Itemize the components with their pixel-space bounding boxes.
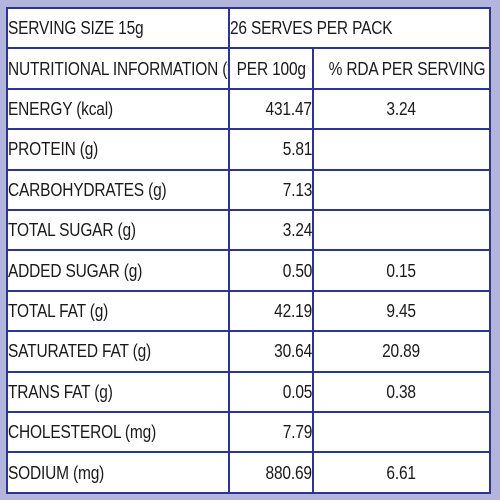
rda-value-cell: 3.24 (311, 87, 492, 131)
nutrition-facts-table: SERVING SIZE 15g 26 SERVES PER PACK NUTR… (6, 6, 492, 494)
per100g-value-text: 3.24 (282, 220, 312, 241)
table-row: TRANS FAT (g) 0.05 0.38 (6, 370, 492, 414)
nutrient-name-cell: CHOLESTEROL (mg) (6, 411, 230, 454)
per100g-value-text: 431.47 (265, 99, 312, 120)
nutrient-name-text: SATURATED FAT (g) (8, 341, 152, 362)
per100g-value-cell: 431.47 (228, 87, 314, 131)
rda-header-text: % RDA PER SERVING (#) (328, 58, 491, 79)
nutrient-rows: ENERGY (kcal) 431.47 3.24 PROTEIN (g) 5.81 CA… (6, 87, 492, 494)
rda-value-cell: 0.15 (311, 249, 492, 292)
rda-value-text: 6.61 (386, 462, 417, 483)
nutrient-name-cell: PROTEIN (g) (6, 128, 230, 171)
rda-column-header: % RDA PER SERVING (#) (311, 47, 492, 90)
serving-size-text: SERVING SIZE 15g (8, 18, 144, 39)
per100g-value-text: 880.69 (265, 462, 312, 483)
table-row: CARBOHYDRATES (g) 7.13 (6, 168, 492, 212)
nutrient-name-text: CARBOHYDRATES (g) (8, 179, 167, 200)
table-row: ENERGY (kcal) 431.47 3.24 (6, 87, 492, 131)
table-row: ADDED SUGAR (g) 0.50 0.15 (6, 249, 492, 292)
rda-value-cell (311, 168, 492, 212)
rda-value-cell (311, 209, 492, 252)
per100g-value-text: 7.13 (282, 179, 312, 200)
per100g-value-text: 0.50 (282, 260, 312, 281)
per100g-value-cell: 7.13 (228, 168, 314, 212)
per100g-value-text: 5.81 (282, 139, 312, 160)
per100g-value-text: 0.05 (282, 381, 312, 402)
rda-value-cell: 0.38 (311, 370, 492, 414)
serving-row: SERVING SIZE 15g 26 SERVES PER PACK (6, 6, 492, 50)
nutrient-name-cell: ADDED SUGAR (g) (6, 249, 230, 292)
rda-value-cell (311, 128, 492, 171)
table-row: SODIUM (mg) 880.69 6.61 (6, 451, 492, 494)
rda-value-text: 20.89 (382, 341, 421, 362)
nutrient-name-cell: TOTAL FAT (g) (6, 289, 230, 333)
nutrient-name-text: PROTEIN (g) (8, 139, 99, 160)
nutrient-name-text: CHOLESTEROL (mg) (8, 422, 157, 443)
rda-value-text: 0.15 (386, 260, 417, 281)
per100g-value-cell: 7.79 (228, 411, 314, 454)
rda-value-cell: 9.45 (311, 289, 492, 333)
nutrient-name-cell: SODIUM (mg) (6, 451, 230, 494)
per100g-value-cell: 3.24 (228, 209, 314, 252)
nutrient-name-cell: ENERGY (kcal) (6, 87, 230, 131)
per100g-value-cell: 42.19 (228, 289, 314, 333)
nutrient-header-text: NUTRITIONAL INFORMATION (*) (8, 58, 229, 79)
rda-value-cell: 20.89 (311, 330, 492, 373)
table-row: CHOLESTEROL (mg) 7.79 (6, 411, 492, 454)
nutrient-column-header: NUTRITIONAL INFORMATION (*) (6, 47, 230, 90)
serves-per-pack-text: 26 SERVES PER PACK (230, 18, 393, 39)
nutrient-name-text: TOTAL FAT (g) (8, 301, 109, 322)
rda-value-text: 9.45 (386, 301, 417, 322)
per100g-value-cell: 880.69 (228, 451, 314, 494)
table-row: TOTAL SUGAR (g) 3.24 (6, 209, 492, 252)
nutrient-name-text: TOTAL SUGAR (g) (8, 220, 136, 241)
nutrient-name-cell: CARBOHYDRATES (g) (6, 168, 230, 212)
per100g-value-cell: 5.81 (228, 128, 314, 171)
rda-value-cell (311, 411, 492, 454)
per100g-column-header: PER 100g (228, 47, 314, 90)
column-header-row: NUTRITIONAL INFORMATION (*) PER 100g % R… (6, 47, 492, 90)
per100g-value-cell: 0.50 (228, 249, 314, 292)
nutrient-name-cell: TOTAL SUGAR (g) (6, 209, 230, 252)
per100g-value-cell: 30.64 (228, 330, 314, 373)
serves-per-pack-cell: 26 SERVES PER PACK (227, 6, 492, 50)
nutrient-name-text: ADDED SUGAR (g) (8, 260, 143, 281)
nutrient-name-text: ENERGY (kcal) (8, 99, 114, 120)
nutrient-name-text: TRANS FAT (g) (8, 381, 113, 402)
table-row: PROTEIN (g) 5.81 (6, 128, 492, 171)
per100g-header-text: PER 100g (236, 58, 306, 79)
serving-size-cell: SERVING SIZE 15g (6, 6, 230, 50)
nutrient-name-text: SODIUM (mg) (8, 462, 105, 483)
per100g-value-text: 42.19 (274, 301, 312, 322)
table-row: TOTAL FAT (g) 42.19 9.45 (6, 289, 492, 333)
rda-value-text: 0.38 (386, 381, 417, 402)
rda-value-text: 3.24 (386, 99, 417, 120)
rda-value-cell: 6.61 (311, 451, 492, 494)
nutrient-name-cell: TRANS FAT (g) (6, 370, 230, 414)
per100g-value-text: 7.79 (282, 422, 312, 443)
nutrient-name-cell: SATURATED FAT (g) (6, 330, 230, 373)
table-row: SATURATED FAT (g) 30.64 20.89 (6, 330, 492, 373)
per100g-value-cell: 0.05 (228, 370, 314, 414)
per100g-value-text: 30.64 (274, 341, 312, 362)
